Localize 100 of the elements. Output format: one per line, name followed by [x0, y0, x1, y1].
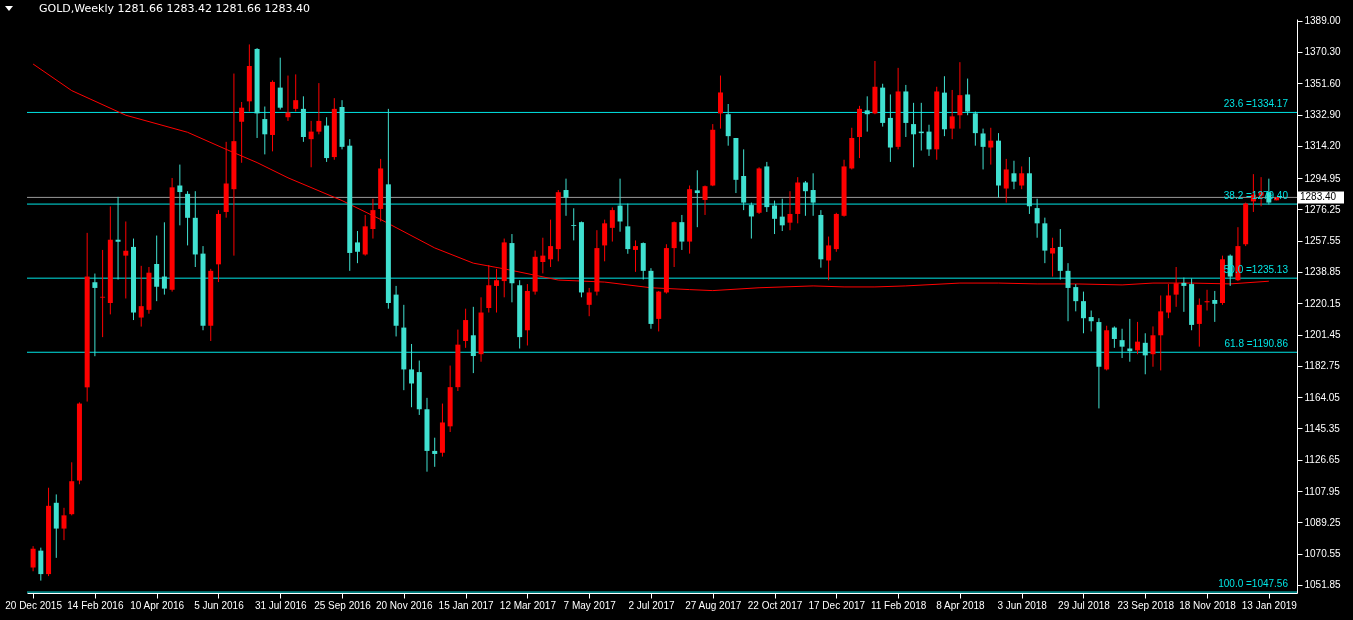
candlestick: [988, 127, 994, 166]
candlestick: [1011, 160, 1017, 190]
y-tick-label: 1089.25: [1304, 516, 1342, 528]
candlestick: [563, 178, 569, 217]
ref-line-label: 50.0 =1235.13: [1223, 264, 1289, 276]
candlestick: [1034, 198, 1040, 239]
candlestick: [717, 75, 723, 130]
candlestick: [370, 198, 376, 240]
candlestick: [1150, 325, 1156, 368]
y-tick-label: 1314.20: [1304, 140, 1342, 152]
x-tick-label: 31 Jul 2016: [254, 599, 308, 611]
candlestick: [949, 89, 955, 140]
x-tick-label: 14 Feb 2016: [67, 599, 124, 611]
x-tick-label: 15 Jan 2017: [438, 599, 495, 611]
y-tick-label: 1164.05: [1304, 391, 1341, 403]
candlestick: [1196, 297, 1202, 348]
y-tick-label: 1220.15: [1304, 297, 1342, 309]
candlestick: [1080, 291, 1086, 334]
x-tick-label: 29 Jul 2018: [1058, 599, 1111, 611]
candlestick: [239, 101, 245, 164]
candlestick: [748, 202, 754, 240]
x-tick-label: 17 Dec 2017: [808, 599, 866, 611]
x-tick-label: 5 Jun 2016: [194, 599, 245, 611]
candlestick: [911, 102, 917, 168]
y-tick-label: 1201.45: [1304, 329, 1342, 341]
candlestick: [1065, 262, 1071, 322]
candlestick: [177, 164, 183, 226]
candlestick: [772, 200, 778, 235]
candlestick: [810, 172, 816, 217]
y-tick-label: 1332.90: [1304, 109, 1342, 121]
x-tick-label: 12 Mar 2017: [499, 599, 557, 611]
candlestick: [972, 111, 978, 147]
y-tick-label: 1389.00: [1304, 15, 1342, 27]
candlestick: [633, 239, 639, 273]
candlestick: [1003, 158, 1009, 204]
candlestick: [154, 235, 160, 302]
y-tick-label: 1182.75: [1304, 360, 1341, 372]
chart-title: GOLD,Weekly 1281.66 1283.42 1281.66 1283.40: [39, 1, 310, 15]
x-tick-label: 7 May 2017: [563, 599, 617, 611]
candlestick: [1142, 332, 1148, 375]
candlestick: [138, 265, 144, 328]
candlestick: [61, 507, 67, 541]
candlestick: [1181, 277, 1187, 313]
x-tick-label: 20 Dec 2015: [5, 599, 63, 611]
candlestick: [354, 230, 360, 264]
candlestick: [694, 169, 700, 228]
candlestick: [1158, 294, 1164, 371]
candlestick: [787, 190, 793, 231]
candlestick: [1057, 228, 1063, 281]
candlestick: [1212, 290, 1218, 323]
x-tick-label: 25 Sep 2016: [314, 599, 372, 611]
candlestick: [92, 273, 98, 357]
x-tick-label: 10 Apr 2016: [130, 599, 185, 611]
candlestick: [702, 185, 708, 216]
candlestick: [316, 82, 322, 135]
x-tick-label: 2 Jul 2017: [628, 599, 675, 611]
candlestick: [586, 287, 592, 317]
candlestick: [602, 219, 608, 262]
candlestick: [826, 236, 832, 281]
candlestick: [409, 343, 415, 408]
x-tick-label: 3 Jun 2018: [997, 599, 1048, 611]
ref-line-label: 61.8 =1190.86: [1224, 338, 1289, 350]
candlestick: [463, 308, 469, 349]
candlestick: [1119, 328, 1125, 359]
y-tick-label: 1294.95: [1304, 172, 1342, 184]
candlestick: [980, 128, 986, 170]
candlestick: [617, 178, 623, 233]
candlestick: [262, 106, 268, 155]
candlestick: [1019, 165, 1025, 190]
y-tick-label: 1145.35: [1304, 422, 1341, 434]
candlestick: [115, 196, 121, 281]
x-tick-label: 23 Sep 2018: [1117, 599, 1175, 611]
y-tick-label: 1051.85: [1304, 579, 1342, 591]
y-tick-label: 1276.25: [1304, 203, 1342, 215]
candlestick: [432, 437, 438, 468]
candlestick: [100, 249, 106, 338]
x-tick-label: 8 Apr 2018: [936, 599, 986, 611]
candlestick: [1135, 321, 1141, 355]
candlestick: [609, 206, 615, 243]
candlestick: [802, 180, 808, 217]
y-tick-label: 1257.55: [1304, 235, 1342, 247]
candlestick: [1050, 237, 1056, 278]
y-tick-label: 1238.85: [1304, 266, 1342, 278]
candlestick: [679, 214, 685, 251]
candlestick: [548, 219, 554, 268]
y-tick-label: 1126.65: [1304, 454, 1341, 466]
candlestick: [725, 103, 731, 147]
candlestick: [957, 61, 963, 130]
candlestick: [308, 120, 314, 168]
candlestick: [926, 124, 932, 157]
y-tick-label: 1351.60: [1304, 77, 1342, 89]
candlestick: [779, 198, 785, 232]
candlestick: [30, 545, 36, 572]
candlestick: [185, 190, 191, 246]
x-tick-label: 27 Aug 2017: [685, 599, 742, 611]
y-tick-label: 1070.55: [1304, 548, 1342, 560]
candlestick: [38, 547, 44, 582]
candlestick: [470, 306, 476, 374]
x-tick-label: 20 Nov 2016: [375, 599, 434, 611]
candlestick: [571, 207, 577, 241]
